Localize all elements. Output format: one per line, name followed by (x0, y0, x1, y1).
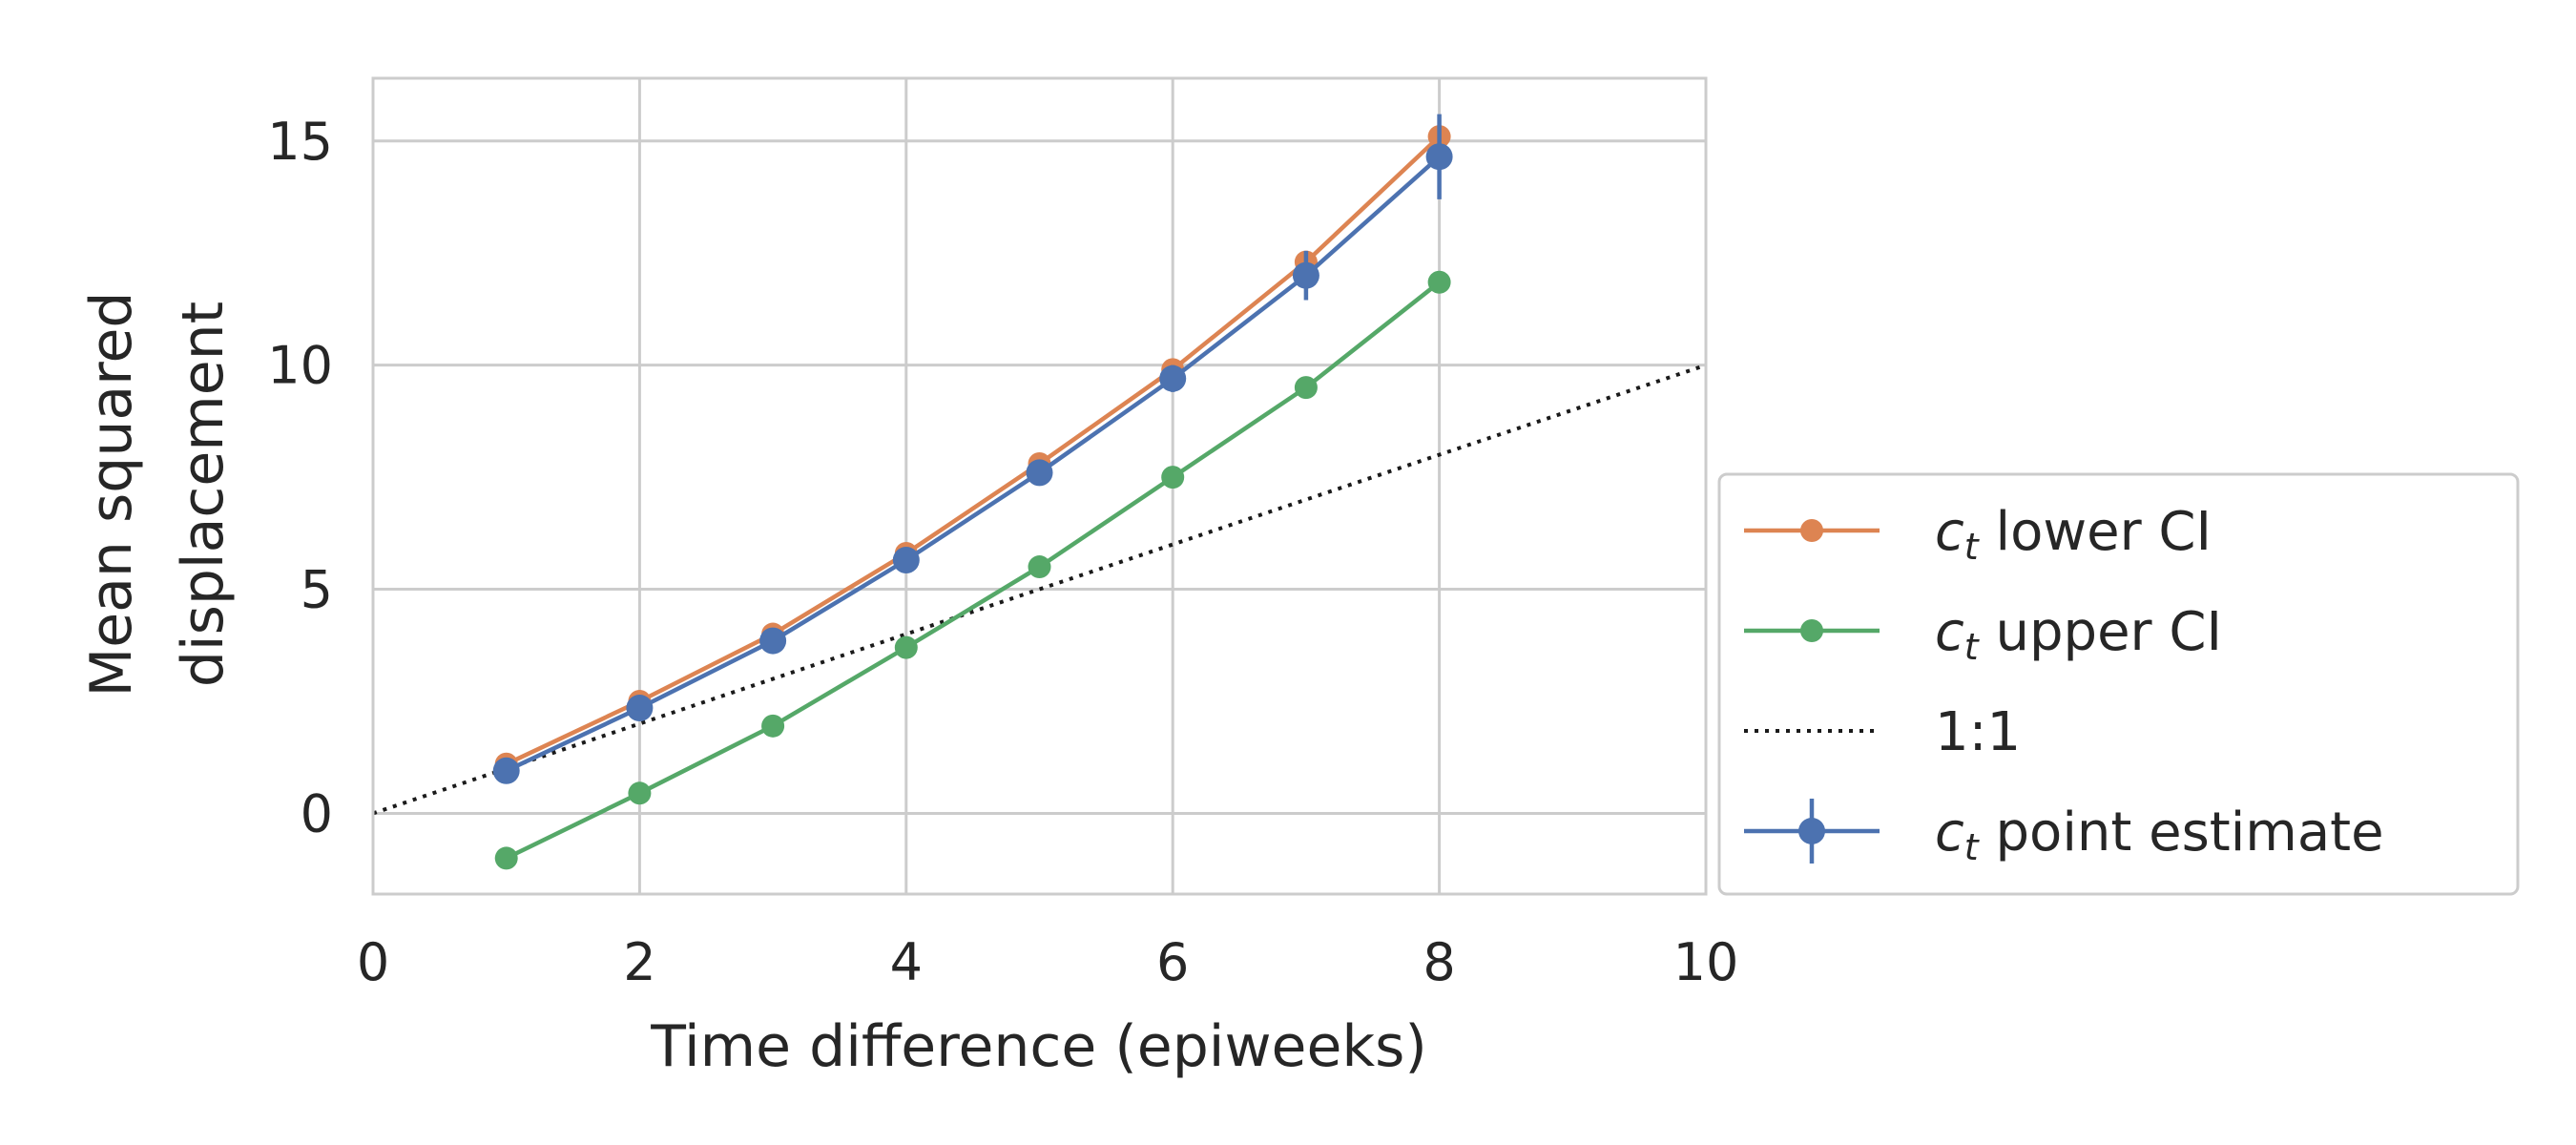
x-tick-label: 10 (1673, 932, 1739, 992)
data-point (894, 635, 918, 659)
data-point (1427, 270, 1451, 294)
data-point (628, 781, 652, 805)
series-line (505, 281, 1441, 861)
data-point (1026, 459, 1053, 487)
y-tick-label: 15 (267, 112, 333, 172)
data-point (1292, 261, 1319, 289)
data-point (759, 627, 787, 655)
identity-line (372, 363, 1707, 816)
data-point (1161, 466, 1185, 489)
data-point (492, 757, 520, 784)
legend-label: 1:1 (1935, 701, 2021, 763)
data-point (494, 846, 518, 870)
data-point (1159, 364, 1187, 392)
legend-item-upper: ct upper CI (1744, 601, 2222, 668)
series-upper (494, 270, 1451, 870)
y-axis-label-line-1: Mean squared (78, 291, 145, 697)
data-point (761, 714, 785, 738)
legend-label: ct upper CI (1935, 601, 2222, 668)
legend-box (1717, 472, 2520, 896)
data-point (1425, 143, 1453, 171)
series-line (505, 155, 1442, 773)
y-tick-label: 5 (301, 560, 333, 620)
x-axis-label: Time difference (epiweeks) (650, 1013, 1427, 1080)
data-point (892, 547, 920, 574)
series-identity (372, 363, 1707, 816)
legend-item-lower: ct lower CI (1744, 501, 2212, 568)
x-tick-label: 4 (890, 932, 923, 992)
x-tick-label: 6 (1156, 932, 1189, 992)
legend-marker (1800, 519, 1823, 542)
series-point (492, 114, 1453, 784)
plot-frame (371, 76, 1708, 896)
grid (373, 78, 1706, 894)
legend-label: ct point estimate (1935, 802, 2384, 868)
x-tick-label: 0 (357, 932, 389, 992)
legend: ct lower CI ct upper CI 1:1 ct point estima… (1717, 472, 2520, 896)
y-axis-label-line-2: displacement (170, 302, 237, 687)
x-tick-labels: 0 2 4 6 8 10 (357, 932, 1739, 992)
data-point (626, 695, 654, 722)
data-point (1028, 555, 1051, 579)
legend-item-identity: 1:1 (1744, 701, 2021, 763)
legend-item-point: ct point estimate (1744, 799, 2384, 868)
series-line (505, 135, 1442, 766)
legend-label: ct lower CI (1935, 501, 2212, 568)
legend-marker (1798, 818, 1825, 844)
x-tick-label: 2 (623, 932, 655, 992)
y-tick-labels: 0 5 10 15 (267, 112, 333, 844)
series-layer (372, 114, 1707, 870)
legend-marker (1800, 619, 1823, 642)
y-tick-label: 0 (301, 783, 333, 843)
x-tick-label: 8 (1423, 932, 1455, 992)
data-point (1294, 376, 1318, 400)
y-tick-label: 10 (267, 336, 333, 396)
